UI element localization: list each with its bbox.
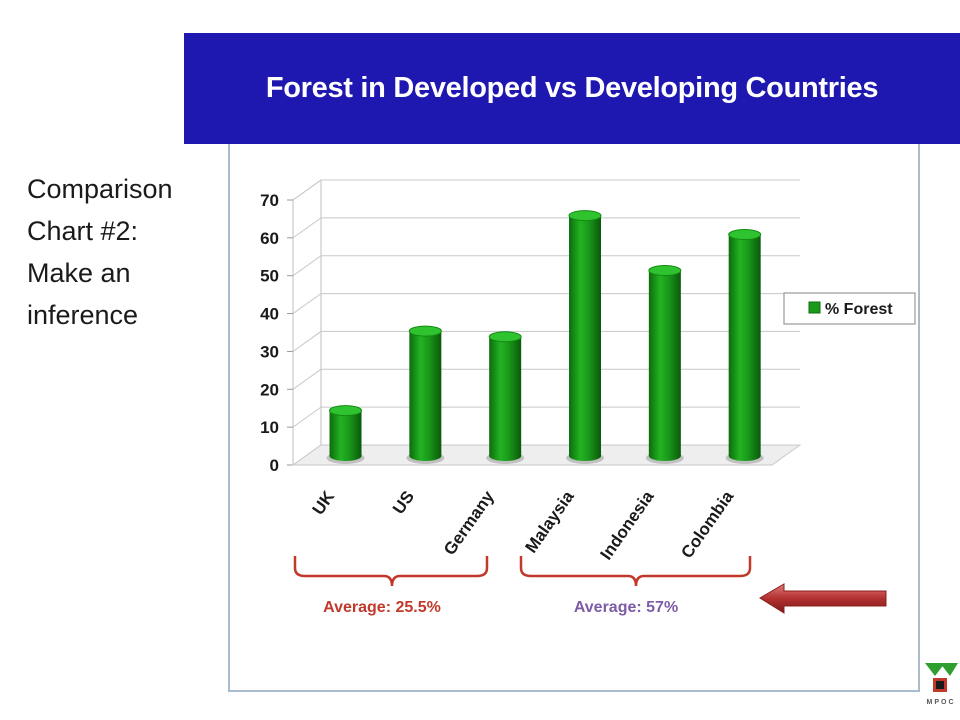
y-tick-label: 20 xyxy=(260,380,279,399)
y-tick-label: 10 xyxy=(260,418,279,437)
gridline xyxy=(292,217,800,239)
legend-box xyxy=(783,292,916,325)
legend-swatch xyxy=(808,301,821,314)
y-tick-label: 0 xyxy=(270,456,279,475)
gridline xyxy=(292,330,800,352)
bar-top xyxy=(648,265,682,276)
bar-body xyxy=(648,270,681,462)
bar-body xyxy=(569,215,602,462)
y-tick-label: 40 xyxy=(260,305,279,324)
bar-top xyxy=(728,229,762,241)
left-arrow-icon xyxy=(759,583,887,614)
bar-top xyxy=(329,405,363,417)
bar-body xyxy=(329,410,362,462)
group-average-label: Average: 57% xyxy=(574,599,678,616)
bar-top xyxy=(488,331,522,343)
bar xyxy=(326,405,365,464)
logo-text: MPOC xyxy=(927,699,956,706)
x-tick-label: Indonesia xyxy=(596,487,657,563)
title-banner: Forest in Developed vs Developing Countr… xyxy=(184,33,960,144)
x-tick-label: UK xyxy=(309,487,339,519)
bar xyxy=(406,325,445,464)
x-tick-label: Malaysia xyxy=(521,487,578,556)
caption-line-2: Chart #2: xyxy=(27,216,139,246)
y-tick-label: 70 xyxy=(260,191,279,210)
caption-line-4: inference xyxy=(27,300,139,330)
y-tick-label: 50 xyxy=(260,267,279,286)
bar-body xyxy=(409,331,442,462)
slide-caption: Comparison Chart #2: Make an inference xyxy=(27,168,173,336)
logo-leaf-right xyxy=(940,663,958,676)
bar-top xyxy=(408,325,442,337)
legend-label: % Forest xyxy=(825,301,893,318)
gridline xyxy=(292,255,800,277)
y-tick-label: 60 xyxy=(260,229,279,248)
logo-leaf-left xyxy=(925,663,945,676)
y-tick-label: 30 xyxy=(260,342,279,361)
chart-title: Forest in Developed vs Developing Countr… xyxy=(265,72,879,104)
logo-icon: MPOC xyxy=(925,663,958,706)
x-tick-label: Colombia xyxy=(677,487,737,562)
bar-body xyxy=(728,234,761,462)
group-average-label: Average: 25.5% xyxy=(323,599,441,616)
bar xyxy=(645,265,684,464)
gridline xyxy=(292,406,800,428)
gridline xyxy=(292,368,800,390)
gridline xyxy=(292,179,800,201)
chart-floor xyxy=(291,444,802,466)
bar-top xyxy=(568,210,602,222)
x-tick-label: Germany xyxy=(440,487,498,559)
group-bracket xyxy=(293,556,489,587)
bar-body xyxy=(489,336,522,461)
gridline xyxy=(292,293,800,314)
x-tick-label: US xyxy=(389,487,418,517)
caption-line-1: Comparison xyxy=(27,174,173,204)
logo-inner xyxy=(936,681,944,689)
caption-line-3: Make an xyxy=(27,258,131,288)
bar xyxy=(486,331,525,464)
group-bracket xyxy=(519,556,752,587)
bar xyxy=(566,210,605,464)
bar xyxy=(725,229,764,464)
